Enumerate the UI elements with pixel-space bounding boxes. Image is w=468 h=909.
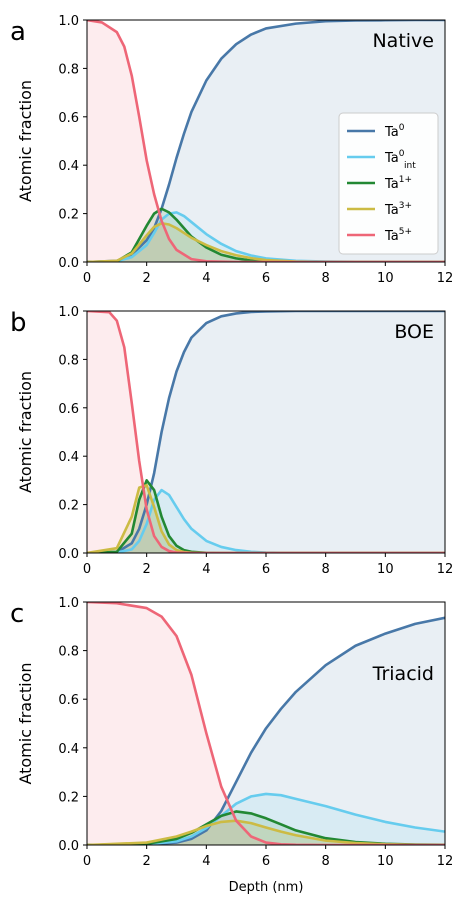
y-tick-label: 0.2 xyxy=(58,208,79,223)
x-tick-label: 12 xyxy=(437,854,454,869)
y-tick-label: 0.4 xyxy=(58,450,79,465)
y-tick-label: 0.6 xyxy=(58,693,79,708)
y-tick-label: 0.2 xyxy=(58,790,79,805)
x-tick-label: 10 xyxy=(377,271,394,286)
x-tick-label: 12 xyxy=(437,271,454,286)
legend-label-Ta3: Ta3+ xyxy=(384,201,412,218)
series-line-Ta0 xyxy=(87,616,445,845)
plot-area xyxy=(87,311,445,553)
plot-area xyxy=(87,602,445,845)
legend-label-Ta5: Ta5+ xyxy=(384,227,412,244)
x-tick-label: 0 xyxy=(83,854,91,869)
panel-letter: c xyxy=(10,599,24,629)
x-axis-label: Depth (nm) xyxy=(229,880,304,895)
legend-label-Ta1: Ta1+ xyxy=(384,175,412,192)
legend-subscript: int xyxy=(404,161,416,171)
x-tick-label: 8 xyxy=(322,562,330,577)
x-tick-label: 0 xyxy=(83,271,91,286)
series-line-Ta5 xyxy=(87,311,445,553)
legend-superscript: 5+ xyxy=(399,227,412,237)
legend-label-Ta0: Ta0 xyxy=(384,123,405,140)
x-tick-label: 6 xyxy=(262,271,270,286)
y-tick-label: 1.0 xyxy=(58,305,79,320)
panel-title: BOE xyxy=(394,321,434,343)
x-tick-label: 12 xyxy=(437,562,454,577)
x-tick-label: 2 xyxy=(143,854,151,869)
x-tick-label: 2 xyxy=(143,562,151,577)
legend-box xyxy=(338,112,439,255)
y-tick-label: 0.4 xyxy=(58,159,79,174)
series-line-Ta3 xyxy=(87,819,445,845)
x-tick-label: 4 xyxy=(202,854,210,869)
y-tick-label: 0.8 xyxy=(58,645,79,660)
legend-label-Ta0_int: Ta0 int xyxy=(384,149,416,171)
legend-base: Ta xyxy=(384,177,399,192)
legend-superscript: 0 xyxy=(399,149,405,159)
panel-c: 0 2 4 6 8 10 12 0.0 0.2 0.4 0.6 0.8 1.0 Atomic fracti… xyxy=(10,596,453,895)
y-tick-label: 1.0 xyxy=(58,14,79,29)
series-line-Ta0 xyxy=(87,20,445,262)
series-line-Ta5 xyxy=(87,20,445,262)
y-axis-label: Atomic fraction xyxy=(16,662,35,784)
y-tick-label: 0.0 xyxy=(58,547,79,562)
x-tick-label: 2 xyxy=(143,271,151,286)
area-Ta3 xyxy=(87,223,445,262)
panel-letter: a xyxy=(10,17,26,47)
series-line-Ta0_int xyxy=(87,792,445,845)
y-tick-label: 0.2 xyxy=(58,499,79,514)
x-tick-label: 6 xyxy=(262,854,270,869)
x-tick-label: 8 xyxy=(322,854,330,869)
panel-b: 0 2 4 6 8 10 12 0.0 0.2 0.4 0.6 0.8 1.0 Atomic fracti… xyxy=(10,305,453,577)
y-tick-label: 0.6 xyxy=(58,111,79,126)
x-tick-label: 0 xyxy=(83,562,91,577)
x-tick-label: 6 xyxy=(262,562,270,577)
x-tick-label: 10 xyxy=(377,562,394,577)
panel-title: Triacid xyxy=(372,663,434,685)
legend-superscript: 0 xyxy=(399,123,405,133)
y-axis-label: Atomic fraction xyxy=(16,371,35,493)
series-line-Ta3 xyxy=(87,221,445,262)
legend-base: Ta xyxy=(384,125,399,140)
legend-base: Ta xyxy=(384,203,399,218)
area-Ta5 xyxy=(87,311,445,553)
y-tick-label: 0.0 xyxy=(58,256,79,271)
legend-superscript: 1+ xyxy=(399,175,412,185)
legend-base: Ta xyxy=(384,151,399,166)
y-tick-label: 0.8 xyxy=(58,353,79,368)
area-Ta5 xyxy=(87,602,445,845)
y-axis-label: Atomic fraction xyxy=(16,80,35,202)
y-tick-label: 1.0 xyxy=(58,596,79,611)
area-Ta0_int xyxy=(87,490,445,553)
x-tick-label: 4 xyxy=(202,562,210,577)
panel-letter: b xyxy=(10,308,27,338)
y-tick-label: 0.8 xyxy=(58,62,79,77)
x-tick-label: 4 xyxy=(202,271,210,286)
x-tick-label: 8 xyxy=(322,271,330,286)
series-line-Ta1 xyxy=(87,207,445,262)
area-Ta0 xyxy=(87,617,445,845)
panel-title: Native xyxy=(372,30,434,52)
x-tick-label: 10 xyxy=(377,854,394,869)
y-tick-label: 0.4 xyxy=(58,742,79,757)
legend-base: Ta xyxy=(384,229,399,244)
series-line-Ta1 xyxy=(87,479,445,553)
y-tick-label: 0.0 xyxy=(58,839,79,854)
legend-superscript: 3+ xyxy=(399,201,412,211)
y-tick-label: 0.6 xyxy=(58,402,79,417)
